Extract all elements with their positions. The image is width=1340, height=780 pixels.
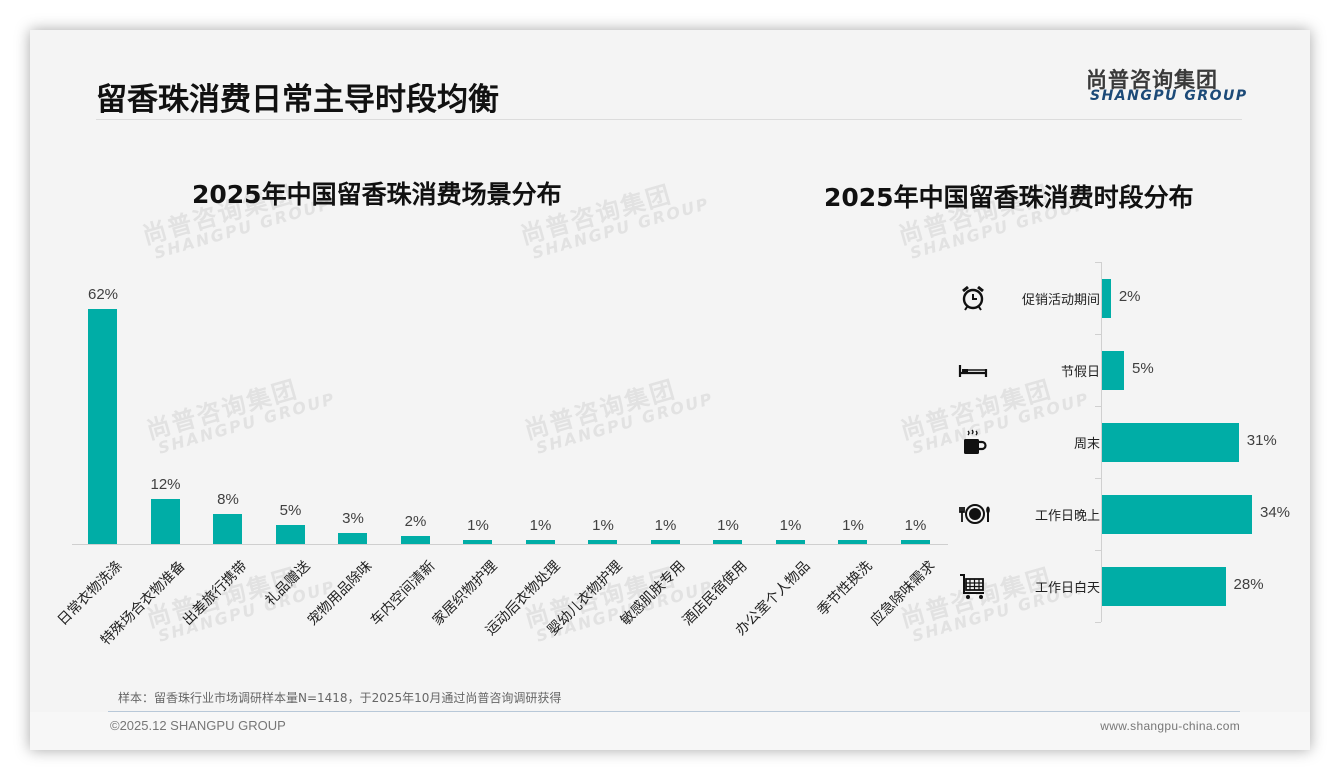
bar <box>213 513 242 544</box>
logo-en: SHANGPU GROUP <box>1090 88 1248 104</box>
axis-tick <box>1095 478 1101 479</box>
period-chart-title: 2025年中国留香珠消费时段分布 <box>824 183 1194 212</box>
bar <box>650 540 680 544</box>
bar <box>1102 423 1239 462</box>
scene-bar-chart: 62% 日常衣物洗涤 12% 特殊场合衣物准备 8% 出差旅行携带 5% 礼品赠送 3% 宠物用品… <box>55 260 948 649</box>
bed-icon <box>958 355 988 385</box>
bar-value-label: 5% <box>279 502 302 520</box>
page-title: 留香珠消费日常主导时段均衡 <box>96 82 499 118</box>
y-axis-line <box>1101 262 1102 622</box>
website-link[interactable]: www.shangpu-china.com <box>1100 719 1240 733</box>
category-label: 工作日晚上 <box>1034 509 1100 524</box>
category-label: 促销活动期间 <box>1021 293 1100 308</box>
bar <box>1102 495 1252 534</box>
axis-tick <box>1095 262 1101 263</box>
category-label: 敏感肌肤专用 <box>617 558 688 629</box>
slide: 尚普咨询集团 SHANGPU GROUP 尚普咨询集团 SHANGPU GROUP … <box>30 30 1310 750</box>
bar-value-label: 8% <box>217 490 239 508</box>
bar <box>275 525 305 544</box>
logo-cn: 尚普咨询集团 <box>1086 68 1218 92</box>
bar <box>713 540 742 544</box>
axis-tick <box>1095 334 1101 335</box>
category-label: 节假日 <box>1060 365 1100 380</box>
bar-value-label: 1% <box>779 517 802 535</box>
bar <box>338 532 367 544</box>
bar-value-label: 3% <box>342 509 364 527</box>
dining-plate-icon <box>958 499 990 529</box>
bar-value-label: 5% <box>1132 360 1154 377</box>
category-label: 车内空间清新 <box>367 558 438 629</box>
alarm-clock-icon <box>958 283 988 313</box>
shopping-cart-icon <box>958 571 988 601</box>
bar-value-label: 1% <box>592 517 614 535</box>
footer <box>30 712 1310 750</box>
period-bar-chart: 2% 促销活动期间 5% 节假日 31% 周末 34% 工作日晚上 28% 工作日白天 <box>950 262 1310 623</box>
bar <box>838 540 867 544</box>
bar <box>463 540 492 544</box>
bar-value-label: 1% <box>654 517 677 535</box>
category-label: 出差旅行携带 <box>179 558 251 629</box>
category-label: 应急除味需求 <box>867 558 938 629</box>
bar-value-label: 28% <box>1233 576 1264 593</box>
bar-value-label: 1% <box>717 517 739 535</box>
bar-value-label: 2% <box>1118 288 1141 305</box>
bar <box>900 540 930 544</box>
category-label: 工作日白天 <box>1034 581 1100 596</box>
bar-value-label: 12% <box>150 475 181 493</box>
category-label: 周末 <box>1073 437 1100 452</box>
bar-value-label: 62% <box>87 286 119 303</box>
bar <box>588 540 617 544</box>
bar-value-label: 2% <box>404 513 427 531</box>
bar-value-label: 1% <box>467 517 489 535</box>
sample-note: 样本：留香珠行业市场调研样本量N=1418，于2025年10月通过尚普咨询调研获… <box>118 691 562 705</box>
scene-chart-title: 2025年中国留香珠消费场景分布 <box>192 180 562 209</box>
category-label: 宠物用品除味 <box>304 558 376 629</box>
title-divider <box>96 119 1242 120</box>
axis-tick <box>1095 622 1101 623</box>
axis-tick <box>1095 406 1101 407</box>
bar <box>88 309 117 544</box>
bar-value-label: 1% <box>904 517 927 535</box>
axis-tick <box>1095 550 1101 551</box>
category-label: 季节性换洗 <box>814 558 876 619</box>
bar <box>1102 351 1125 390</box>
bar <box>1102 279 1111 318</box>
bar-value-label: 1% <box>842 517 864 535</box>
copyright: ©2025.12 SHANGPU GROUP <box>110 718 286 733</box>
bar <box>525 540 555 544</box>
bar <box>775 540 805 544</box>
footer-divider <box>108 711 1240 712</box>
bar-value-label: 1% <box>529 517 552 535</box>
bar <box>400 536 430 544</box>
hot-coffee-icon <box>958 427 988 457</box>
bar-value-label: 31% <box>1246 432 1277 449</box>
bar <box>150 498 180 544</box>
category-label: 礼品赠送 <box>262 558 313 610</box>
x-axis-line <box>72 544 948 545</box>
bar <box>1102 567 1226 606</box>
bar-value-label: 34% <box>1260 504 1291 521</box>
